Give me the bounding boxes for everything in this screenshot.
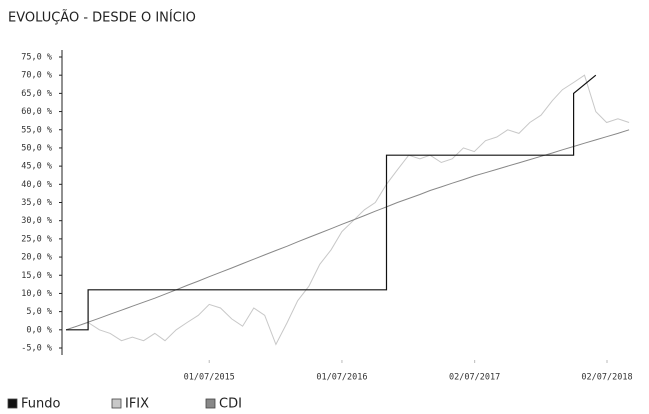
y-tick-label: 45,0 %	[21, 162, 52, 172]
y-tick-label: 25,0 %	[21, 234, 52, 244]
y-tick-label: 30,0 %	[21, 216, 52, 226]
series-line	[65, 129, 630, 331]
x-tick-label: 02/07/2018	[581, 373, 632, 383]
legend-swatch	[111, 398, 122, 409]
y-tick-label: 10,0 %	[21, 289, 52, 299]
chart-title: EVOLUÇÃO - DESDE O INÍCIO	[8, 10, 196, 26]
y-tick-label: 70,0 %	[21, 71, 52, 81]
legend-swatch	[205, 398, 216, 409]
y-tick-label: -5,0 %	[21, 344, 52, 354]
legend-label: CDI	[219, 397, 242, 412]
x-tick-label: 02/07/2017	[449, 373, 500, 383]
y-tick-label: 5,0 %	[26, 307, 52, 317]
legend-label: IFIX	[125, 397, 149, 412]
y-tick-label: 35,0 %	[21, 198, 52, 208]
legend-swatch	[7, 398, 18, 409]
y-tick-label: 20,0 %	[21, 253, 52, 263]
x-tick-label: 01/07/2015	[184, 373, 235, 383]
y-tick-label: 55,0 %	[21, 125, 52, 135]
series-line	[66, 74, 597, 331]
y-tick-label: 75,0 %	[21, 53, 52, 63]
series-line	[65, 74, 630, 346]
y-tick-label: 60,0 %	[21, 107, 52, 117]
legend-label: Fundo	[21, 397, 60, 412]
y-tick-label: 0,0 %	[26, 325, 52, 335]
y-tick-label: 50,0 %	[21, 143, 52, 153]
y-tick-label: 15,0 %	[21, 271, 52, 281]
y-tick-label: 65,0 %	[21, 89, 52, 99]
y-tick-label: 40,0 %	[21, 180, 52, 190]
x-tick-label: 01/07/2016	[316, 373, 367, 383]
